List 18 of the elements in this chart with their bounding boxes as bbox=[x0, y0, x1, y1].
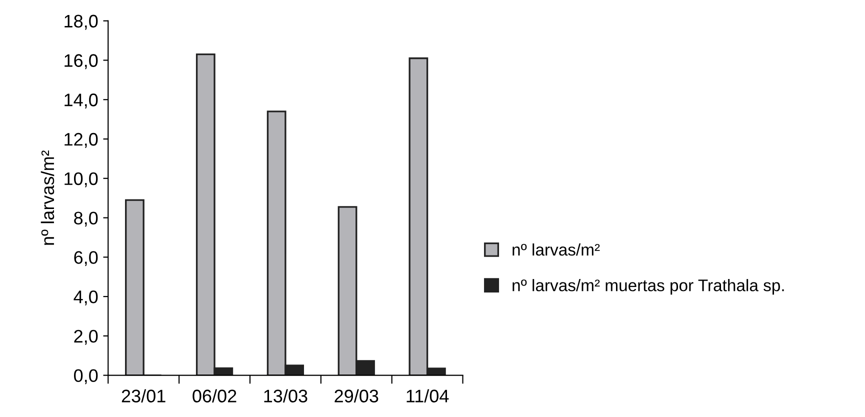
legend-label: nº larvas/m² muertas por Trathala sp. bbox=[512, 279, 784, 295]
x-tick-label: 23/01 bbox=[122, 389, 166, 402]
y-tick-label: 12,0 bbox=[64, 132, 98, 148]
x-tick-label: 06/02 bbox=[192, 389, 236, 402]
x-tick-label: 29/03 bbox=[334, 389, 378, 402]
y-tick-label: 0,0 bbox=[74, 369, 98, 384]
x-tick-label: 13/03 bbox=[264, 389, 308, 402]
legend-label: nº larvas/m² bbox=[512, 243, 600, 256]
y-tick-label: 4,0 bbox=[74, 290, 98, 306]
y-tick-label: 6,0 bbox=[74, 251, 98, 266]
x-tick-label: 11/04 bbox=[406, 389, 449, 402]
y-tick-label: 18,0 bbox=[64, 14, 98, 30]
y-axis-title: nº larvas/m² bbox=[40, 150, 54, 245]
y-tick-label: 16,0 bbox=[64, 54, 98, 70]
y-tick-label: 14,0 bbox=[64, 94, 98, 108]
y-tick-label: 8,0 bbox=[74, 212, 98, 227]
y-tick-label: 10,0 bbox=[64, 172, 98, 188]
y-tick-label: 2,0 bbox=[74, 330, 98, 345]
